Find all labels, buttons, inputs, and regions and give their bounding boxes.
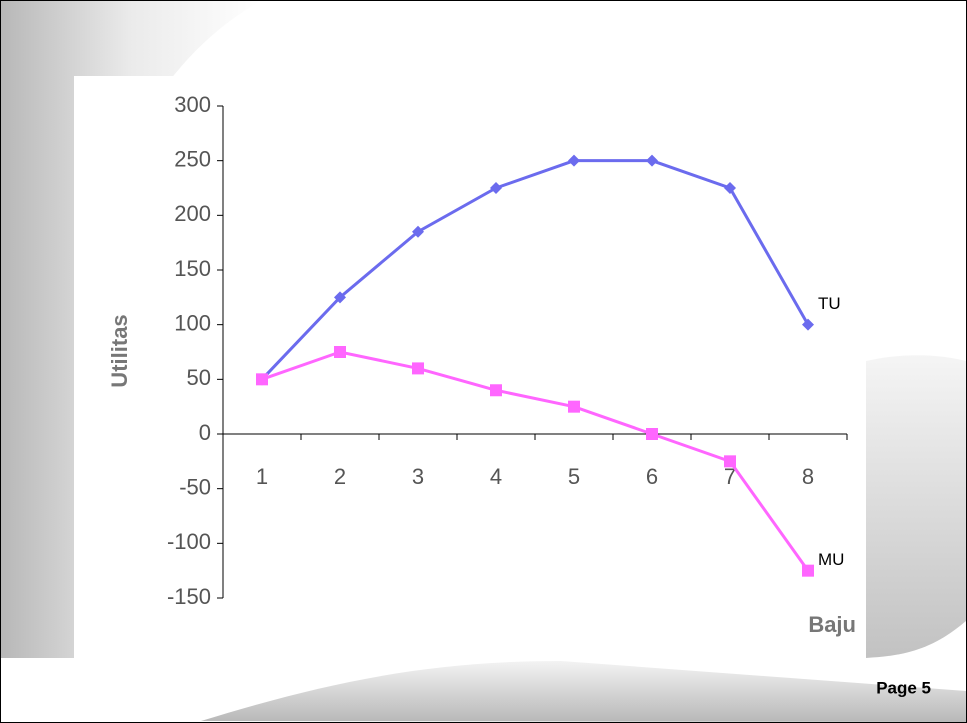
decor [866,355,966,658]
y-tick-label: 300 [174,92,211,117]
point [568,154,580,167]
x-tick-label: 2 [334,464,346,489]
x-tick-label: 8 [802,464,814,489]
point [334,346,346,358]
plot-area [74,76,866,658]
point [490,182,502,194]
x-tick-label: 3 [412,464,424,489]
y-tick-label: -150 [167,584,211,609]
point [802,318,814,331]
x-tick-label: 6 [646,464,658,489]
point [568,400,580,413]
y-tick-label: 100 [174,310,211,335]
point [724,182,736,194]
x-tick-label: 5 [568,464,580,489]
point [334,291,346,304]
y-tick-label: -50 [179,474,211,499]
y-tick-label: -100 [167,529,211,554]
y-tick-label: 0 [199,420,211,445]
y-tick-label: 250 [174,146,211,171]
x-axis-title: Baju [808,612,856,637]
x-tick-label: 7 [724,464,736,489]
point [412,362,424,375]
y-tick-label: 150 [174,256,211,281]
series-label: TU [818,294,841,313]
point [802,564,814,577]
point [646,154,658,167]
x-tick-label: 4 [490,464,502,489]
point [256,373,268,386]
decor [201,661,966,722]
y-axis-title: Utilitas [107,314,132,387]
series-label: MU [818,550,844,569]
decor [1,1,261,658]
y-tick-label: 50 [187,365,211,390]
point [490,384,502,397]
series-line [261,350,810,572]
point [646,428,658,440]
y-tick-label: 200 [174,201,211,226]
point [724,455,736,468]
series-line [260,159,810,381]
page-number: Page 5 [876,678,931,697]
x-tick-label: 1 [256,464,268,489]
point [412,225,424,238]
